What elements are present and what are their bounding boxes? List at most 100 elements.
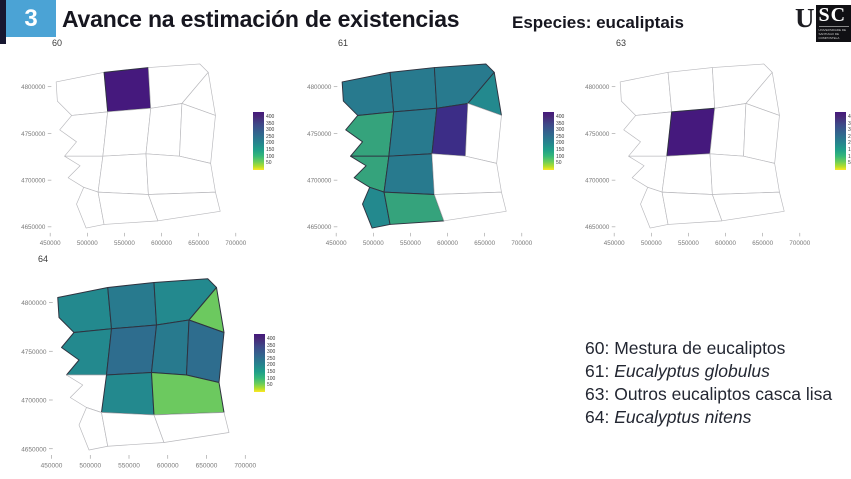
map-region-r4c (712, 191, 785, 222)
legend-tick-label: 400 (266, 114, 275, 120)
x-axis-tick-label: 600000 (151, 240, 172, 247)
y-axis-tick-label: 4800000 (21, 84, 46, 91)
legend-tick-label: 150 (556, 146, 565, 153)
x-axis-tick-label: 450000 (326, 240, 347, 247)
map-region-r3c (709, 153, 780, 195)
map-region-r4c (148, 191, 221, 222)
legend-tick-label: 350 (266, 120, 275, 127)
legend-tick-label: 400 (267, 336, 276, 342)
map-title-61: 61 (338, 38, 349, 48)
x-axis-tick-label: 550000 (114, 240, 135, 247)
map-region-r1a (55, 72, 108, 116)
map-region-r1b (667, 67, 716, 113)
species-name: Outros eucaliptos casca lisa (614, 384, 833, 404)
legend-tick-label: 150 (848, 146, 851, 153)
x-axis-tick-label: 600000 (437, 240, 458, 247)
x-axis-tick-label: 500000 (363, 240, 384, 247)
legend-tick-label: 300 (267, 349, 276, 356)
x-axis-tick-label: 550000 (400, 240, 421, 247)
x-axis-tick-label: 700000 (789, 240, 810, 247)
x-axis-tick-label: 450000 (40, 240, 61, 247)
species-code: 60: (585, 338, 615, 358)
x-axis-tick-label: 650000 (196, 463, 218, 470)
usc-logo-box: SC UNIVERSIDADE DE SANTIAGO DE COMPOSTEL… (815, 4, 851, 42)
map-panel-63: 63 4800000 4750000 4700000 4650000 450000 500… (578, 38, 851, 247)
x-axis-tick-label: 550000 (678, 240, 699, 247)
map-region-r4a (362, 186, 391, 229)
map-region-r2b (666, 107, 716, 157)
y-axis-tick-label: 4700000 (307, 178, 332, 185)
slide-edge-accent (0, 0, 6, 44)
map-region-r4a (76, 186, 105, 229)
color-scale-bar (835, 112, 846, 170)
map-title-63: 63 (616, 38, 627, 48)
map-region-r3a (66, 374, 107, 413)
x-axis-tick-label: 650000 (188, 240, 209, 247)
species-name: Eucalyptus nitens (614, 407, 752, 427)
usc-logo: U SC UNIVERSIDADE DE SANTIAGO DE COMPOST… (795, 5, 851, 42)
legend-tick-label: 100 (848, 153, 851, 160)
map-region-r3b (101, 372, 155, 416)
slide-number: 3 (24, 4, 38, 32)
map-region-r2c (151, 319, 190, 376)
map-region-r4a (78, 407, 109, 451)
choropleth-map-61: 4800000 4750000 4700000 4650000 450000 500000… (307, 63, 533, 247)
species-name: Mestura de eucaliptos (614, 338, 786, 358)
map-region-r4a (640, 186, 669, 229)
legend-tick-label: 400 (556, 114, 565, 120)
choropleth-map-64: 4800000 4750000 4700000 4650000 450000 500000… (21, 278, 256, 470)
usc-logo-sc: SC (818, 4, 847, 26)
map-region-r2c (145, 103, 183, 157)
x-axis-tick-label: 600000 (715, 240, 736, 247)
map-region-r1a (341, 71, 395, 116)
x-axis-tick-label: 700000 (511, 240, 532, 247)
y-axis-tick-label: 4750000 (307, 131, 332, 138)
legend-tick-label: 50 (266, 160, 272, 167)
map-region-r1a (57, 287, 112, 333)
map-region-r2c (709, 103, 747, 157)
species-code-list: 60: Mestura de eucaliptos 61: Eucalyptus … (585, 337, 832, 429)
y-axis-tick-label: 4750000 (585, 131, 610, 138)
x-axis-tick-label: 550000 (118, 463, 140, 470)
species-code: 64: (585, 407, 615, 427)
y-axis-tick-label: 4750000 (21, 349, 47, 356)
map-region-r2a (623, 111, 672, 157)
species-legend-item: 64: Eucalyptus nitens (585, 406, 832, 429)
legend-tick-label: 100 (266, 153, 275, 160)
map-region-r2b (102, 107, 152, 157)
x-axis-tick-label: 500000 (77, 240, 98, 247)
species-legend-item: 61: Eucalyptus globulus (585, 360, 832, 383)
legend-tick-label: 400 (848, 114, 851, 120)
usc-logo-subtext: UNIVERSIDADE DE SANTIAGO DE COMPOSTELA (818, 26, 849, 40)
map-region-r3b (97, 153, 149, 195)
y-axis-tick-label: 4650000 (21, 446, 47, 453)
y-axis-tick-label: 4700000 (585, 178, 610, 185)
legend-tick-label: 350 (848, 120, 851, 127)
y-axis-tick-label: 4800000 (21, 300, 47, 307)
map-title-64: 64 (38, 254, 49, 264)
legend-tick-label: 300 (266, 127, 275, 134)
slide-number-badge: 3 (6, 0, 56, 37)
map-region-r3c (431, 153, 502, 195)
x-axis-tick-label: 500000 (79, 463, 101, 470)
legend-tick-label: 250 (556, 133, 565, 140)
map-region-r3c (145, 153, 216, 195)
species-name: Eucalyptus globulus (614, 361, 770, 381)
legend-tick-label: 200 (556, 140, 565, 147)
legend-tick-label: 300 (556, 127, 565, 134)
page-title: Avance na estimación de existencias (62, 6, 460, 32)
species-code: 61: (585, 361, 615, 381)
legend-tick-label: 100 (556, 153, 565, 160)
legend-tick-label: 300 (848, 127, 851, 134)
map-region-r2c (431, 103, 469, 157)
x-axis-tick-label: 650000 (752, 240, 773, 247)
map-region-r1a (619, 72, 672, 116)
map-region-r2a (61, 328, 112, 376)
x-axis-tick-label: 450000 (604, 240, 625, 247)
